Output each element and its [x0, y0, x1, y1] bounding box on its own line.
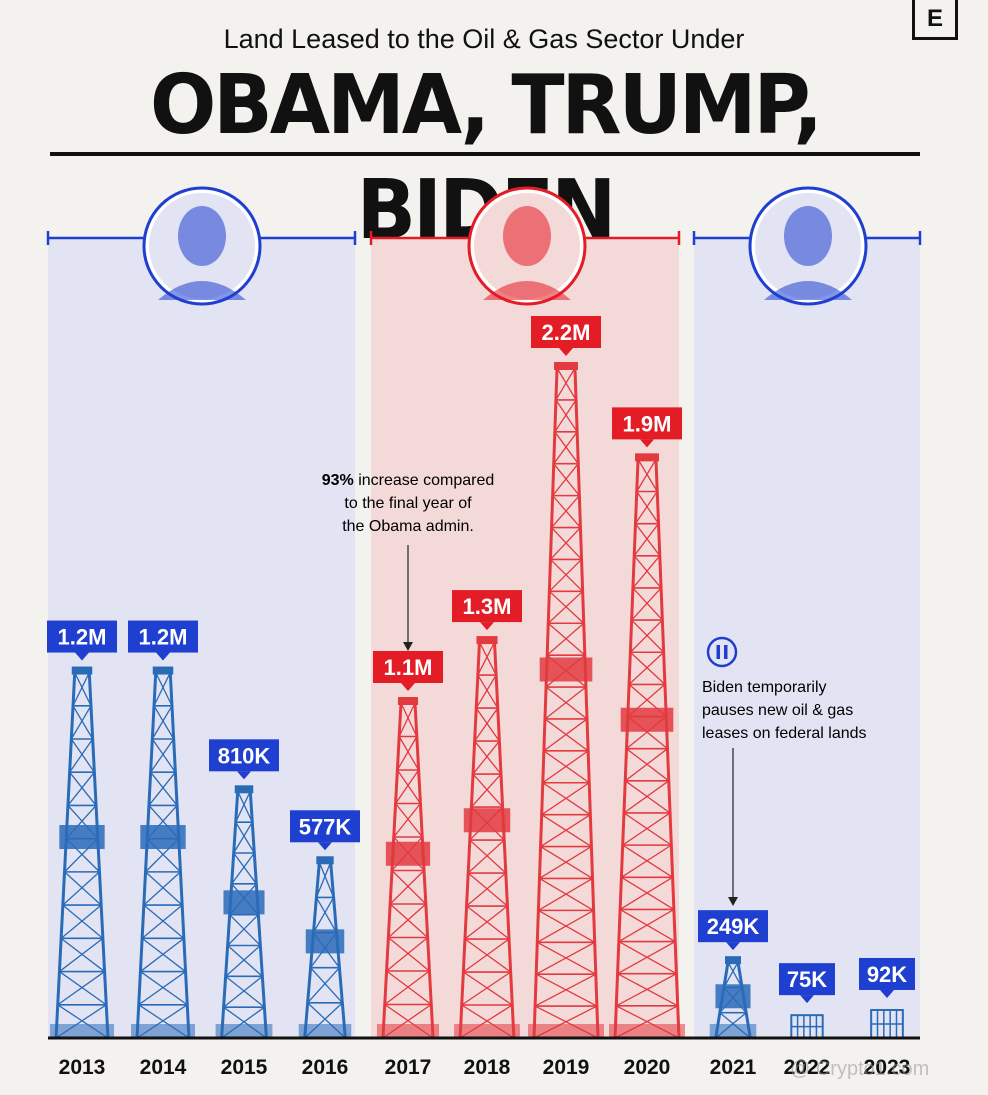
x-tick-label-2023: 2023 — [864, 1056, 911, 1079]
svg-text:1.2M: 1.2M — [139, 625, 188, 650]
biden-annotation-arrowhead — [728, 897, 738, 906]
trump-annotation-line2: to the final year of — [344, 495, 472, 512]
svg-text:1.3M: 1.3M — [463, 594, 512, 619]
bar-2015 — [215, 785, 273, 1039]
trump-annotation-line3: the Obama admin. — [342, 518, 474, 535]
brand-logo: E — [912, 0, 958, 40]
x-tick-label-2017: 2017 — [385, 1056, 432, 1079]
title-divider — [50, 152, 920, 156]
svg-text:75K: 75K — [787, 967, 827, 992]
bar-2019 — [528, 362, 604, 1039]
svg-text:1.9M: 1.9M — [623, 411, 672, 436]
bar-2018 — [454, 636, 520, 1039]
data-label-2015: 810K — [209, 739, 279, 780]
data-label-2018: 1.3M — [452, 590, 522, 631]
bar-2022 — [790, 1014, 824, 1040]
data-label-2020: 1.9M — [612, 407, 682, 448]
data-label-2014: 1.2M — [128, 620, 198, 661]
trump-annotation-arrowhead — [403, 642, 413, 651]
chart-subtitle: Land Leased to the Oil & Gas Sector Unde… — [223, 24, 745, 54]
svg-text:92K: 92K — [867, 962, 907, 987]
bar-2013 — [50, 666, 114, 1039]
x-tick-label-2019: 2019 — [543, 1056, 590, 1079]
x-tick-label-2015: 2015 — [221, 1056, 268, 1079]
data-label-2023: 92K — [859, 957, 915, 998]
trump-annotation-line1: 93% increase compared — [322, 472, 495, 489]
svg-text:249K: 249K — [707, 914, 760, 939]
pause-icon — [706, 636, 738, 668]
bar-2017 — [376, 697, 440, 1039]
band-biden — [694, 238, 920, 1038]
pause-icon-bar-right — [724, 645, 728, 659]
data-label-2017: 1.1M — [373, 651, 443, 691]
x-tick-label-2014: 2014 — [140, 1056, 187, 1079]
obama-portrait-icon — [142, 186, 262, 306]
bar-2021 — [709, 956, 757, 1039]
x-tick-label-2018: 2018 — [464, 1056, 511, 1079]
bar-2014 — [131, 666, 195, 1039]
x-tick-label-2013: 2013 — [59, 1056, 106, 1079]
pause-icon-bar-left — [716, 645, 720, 659]
x-tick-label-2016: 2016 — [302, 1056, 349, 1079]
svg-text:2.2M: 2.2M — [542, 320, 591, 345]
svg-text:1.2M: 1.2M — [58, 625, 107, 650]
svg-text:577K: 577K — [299, 814, 352, 839]
band-trump — [371, 238, 679, 1038]
data-label-2019: 2.2M — [531, 316, 601, 356]
biden-annotation-line1: Biden temporarily — [702, 679, 827, 696]
biden-annotation-line3: leases on federal lands — [702, 725, 867, 742]
x-tick-label-2021: 2021 — [710, 1056, 757, 1079]
x-tick-label-2020: 2020 — [624, 1056, 671, 1079]
svg-text:810K: 810K — [218, 743, 271, 768]
data-label-2022: 75K — [779, 963, 835, 1004]
bar-2020 — [609, 453, 685, 1039]
biden-annotation-line2: pauses new oil & gas — [702, 702, 853, 719]
svg-text:1.1M: 1.1M — [384, 655, 433, 680]
biden-portrait-icon — [748, 186, 868, 306]
data-label-2021: 249K — [698, 910, 768, 951]
x-tick-label-2022: 2022 — [784, 1056, 831, 1079]
bar-2016 — [298, 856, 352, 1039]
data-label-2016: 577K — [290, 810, 360, 851]
trump-portrait-icon — [467, 186, 587, 306]
data-label-2013: 1.2M — [47, 620, 117, 661]
watermark-text: @ Crypto1.com — [790, 1058, 930, 1080]
